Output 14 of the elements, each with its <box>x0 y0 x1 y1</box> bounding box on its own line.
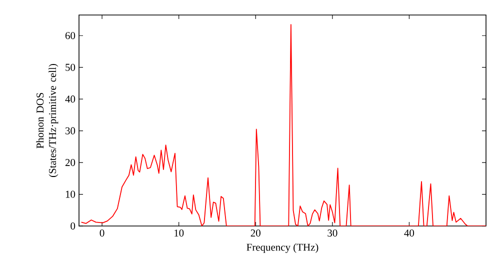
y-tick-label: 60 <box>65 32 76 40</box>
y-tick-label: 50 <box>66 64 76 71</box>
x-tick-label: 30 <box>328 230 338 237</box>
y-tick-label: 0 <box>70 222 76 230</box>
x-axis-title: Frequency (THz) <box>246 243 318 253</box>
x-tick-label: 40 <box>404 230 414 237</box>
x-tick-label: 10 <box>174 230 184 237</box>
y-tick-label: 30 <box>66 127 76 134</box>
y-tick-label: 10 <box>66 190 76 198</box>
x-tick-label: 0 <box>100 230 104 237</box>
y-tick-label: 20 <box>65 159 76 166</box>
y-axis-title: Phonon DOS (States/THz·primitive cell) <box>36 64 58 177</box>
x-tick-label: 20 <box>250 230 260 237</box>
y-tick-label: 40 <box>65 96 76 103</box>
